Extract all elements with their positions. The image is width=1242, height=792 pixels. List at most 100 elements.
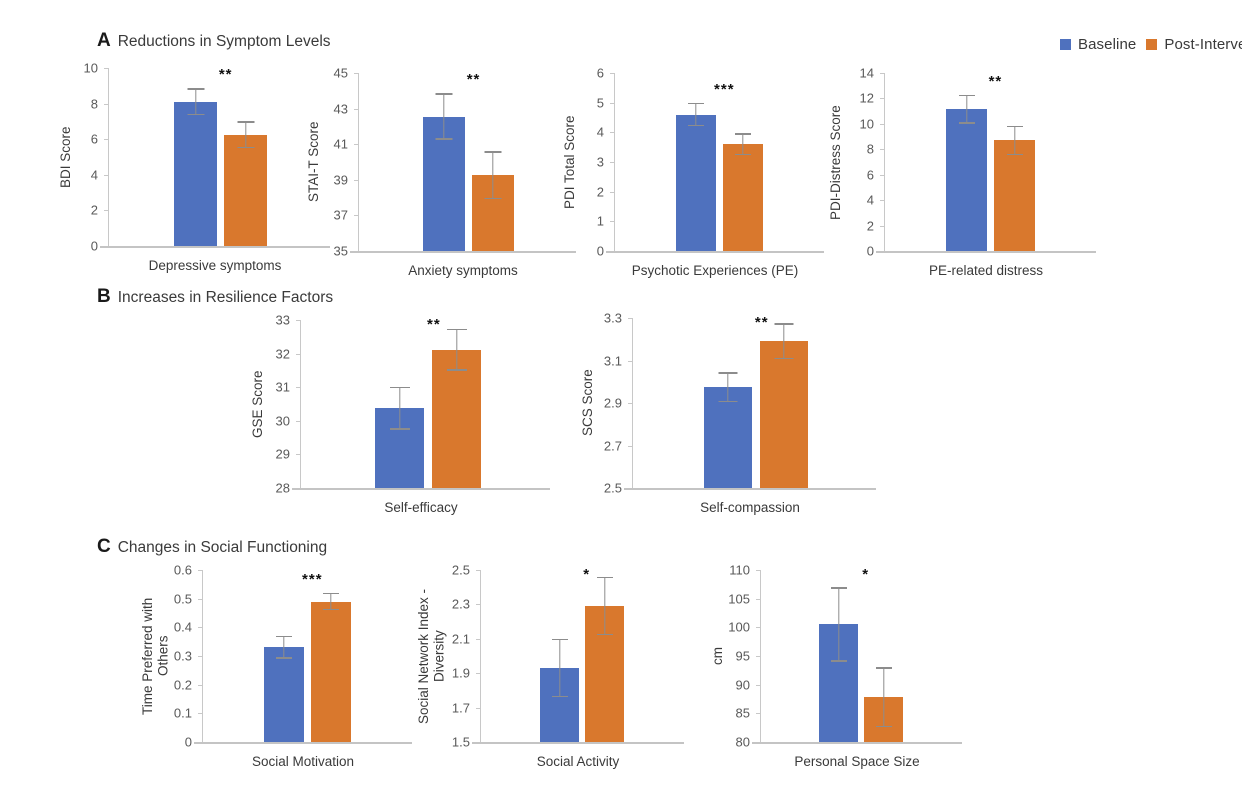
significance-marker: * <box>862 566 870 583</box>
y-tick-mark <box>354 108 358 110</box>
section-title: Increases in Resilience Factors <box>117 289 334 306</box>
error-bar-cap <box>484 197 502 200</box>
y-tick-mark <box>296 454 300 456</box>
y-tick-label: 29 <box>275 446 290 462</box>
chart-panel-psychotic-experiences: 0 1 2 3 4 5 6 *** PDI Total Score Psychotic Exper… <box>562 66 862 301</box>
y-tick-mark <box>198 656 202 657</box>
error-bar-cap <box>596 576 613 579</box>
y-tick-mark <box>354 73 358 74</box>
y-tick-mark <box>610 191 614 193</box>
y-tick-mark <box>610 73 614 74</box>
section-letter: B <box>97 286 111 307</box>
y-tick-label: 28 <box>275 480 290 496</box>
y-axis-line <box>760 570 761 742</box>
y-tick-label: 3.1 <box>603 353 622 368</box>
error-bar-cap <box>1006 153 1023 155</box>
y-tick-label: 41 <box>333 136 348 152</box>
x-axis-line <box>472 742 684 744</box>
y-tick-label: 0.1 <box>173 705 192 721</box>
error-bar-stem <box>558 638 561 698</box>
y-axis-title: PDI-Distress Score <box>828 105 843 220</box>
y-tick-label: 0 <box>90 238 98 254</box>
error-bar-baseline <box>676 102 716 127</box>
x-axis-title: Social Activity <box>536 754 620 769</box>
y-tick-mark <box>198 570 202 571</box>
error-bar-post-intervention <box>311 592 351 611</box>
y-tick-label: 37 <box>333 207 348 223</box>
y-axis-title: PDI Total Score <box>562 115 577 209</box>
x-axis-title: Anxiety symptoms <box>408 263 518 278</box>
legend-square-swatch <box>1060 39 1071 50</box>
y-tick-mark <box>104 103 108 105</box>
error-bar-cap <box>1006 125 1023 128</box>
error-bar-stem <box>727 372 729 402</box>
significance-marker: ** <box>466 71 481 89</box>
error-bar-cap <box>323 592 339 595</box>
chart-legend: Baseline Post-Intervention <box>1060 36 1242 53</box>
y-tick-label: 4 <box>596 124 604 140</box>
y-tick-mark <box>628 445 632 447</box>
error-bar-cap <box>735 153 751 156</box>
error-bar-cap <box>435 93 453 95</box>
section-header-a: A Reductions in Symptom Levels <box>97 30 331 52</box>
y-tick-label: 1 <box>596 213 604 229</box>
y-tick-mark <box>354 215 358 217</box>
y-tick-label: 90 <box>735 677 750 693</box>
bar-post-intervention <box>432 349 481 488</box>
plot-area: 80 85 90 95 100 105 110 * cm Personal Space Size <box>710 563 962 769</box>
error-bar-cap <box>688 124 704 127</box>
y-tick-label: 2 <box>866 218 874 234</box>
y-axis-line <box>300 320 301 488</box>
x-axis-line <box>194 742 412 744</box>
error-bar-stem <box>283 635 285 659</box>
error-bar-baseline <box>946 94 987 124</box>
y-tick-label: 3.3 <box>603 310 622 326</box>
y-tick-mark <box>198 627 202 629</box>
y-tick-label: 43 <box>333 101 348 117</box>
y-tick-label: 105 <box>728 591 750 607</box>
error-bar-cap <box>323 608 339 611</box>
y-axis-line <box>614 73 615 251</box>
error-bar-stem <box>244 121 247 149</box>
error-bar-cap <box>276 635 292 638</box>
error-bar-cap <box>688 102 704 105</box>
y-tick-mark <box>476 570 480 571</box>
x-axis-title: Social Motivation <box>251 754 355 769</box>
y-tick-mark <box>476 638 480 640</box>
y-axis-line <box>108 68 109 246</box>
y-tick-mark <box>296 420 300 422</box>
y-tick-label: 6 <box>596 65 604 81</box>
error-bar-cap <box>551 638 568 641</box>
error-bar-cap <box>774 323 794 325</box>
error-bar-cap <box>718 372 738 374</box>
y-tick-label: 35 <box>333 243 348 259</box>
y-tick-mark <box>880 123 884 125</box>
bar-post-intervention <box>994 140 1035 251</box>
y-axis-line <box>202 570 203 742</box>
error-bar-stem <box>1013 125 1016 155</box>
y-tick-label: 100 <box>728 619 750 635</box>
y-tick-label: 30 <box>275 413 290 429</box>
legend-item-post-intervention[interactable]: Post-Intervention <box>1146 36 1242 53</box>
error-bar-stem <box>742 133 744 156</box>
x-axis-line <box>292 488 550 490</box>
y-tick-mark <box>610 162 614 163</box>
y-tick-mark <box>880 98 884 100</box>
error-bar-cap <box>596 633 613 636</box>
y-tick-label: 0 <box>866 243 874 259</box>
y-tick-mark <box>880 149 884 151</box>
error-bar-stem <box>492 151 494 200</box>
section-letter: A <box>97 30 111 51</box>
legend-item-baseline[interactable]: Baseline <box>1060 36 1136 53</box>
y-tick-label: 1.7 <box>451 700 470 716</box>
error-bar-baseline <box>540 638 579 698</box>
x-axis-line <box>606 251 824 253</box>
error-bar-stem <box>603 576 606 636</box>
x-axis-title: Self-efficacy <box>384 500 458 515</box>
plot-area: 1.5 1.7 1.9 2.1 2.3 2.5 * Social Network Index … <box>416 563 684 769</box>
error-bar-post-intervention <box>585 576 624 636</box>
error-bar-baseline <box>264 635 304 659</box>
error-bar-cap <box>875 725 892 728</box>
y-tick-mark <box>354 179 358 181</box>
y-tick-mark <box>756 570 760 571</box>
